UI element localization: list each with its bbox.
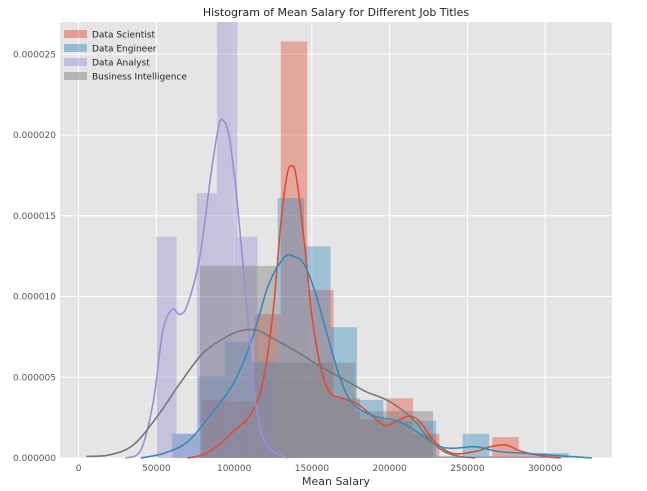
legend-swatch (64, 58, 87, 66)
legend-label: Data Engineer (92, 45, 157, 55)
histogram-bar (360, 419, 387, 458)
histogram-bars (156, 22, 569, 459)
y-tick-label: 0.000010 (13, 293, 56, 303)
histogram-bar (156, 236, 177, 458)
histogram-bar (489, 456, 516, 458)
legend-item-3: Business Intelligence (64, 72, 187, 83)
legend-item-1: Data Engineer (64, 44, 157, 55)
y-tick-label: 0.000020 (13, 131, 56, 141)
histogram-bar (316, 362, 356, 458)
histogram-bar (238, 265, 278, 458)
histogram-bar (462, 433, 490, 458)
plot-area (60, 22, 612, 458)
legend-swatch (64, 44, 87, 52)
legend-label: Business Intelligence (92, 73, 187, 83)
legend-label: Data Analyst (92, 59, 150, 69)
x-tick-label: 250000 (450, 464, 485, 474)
histogram-bar (436, 456, 463, 458)
y-tick-label: 0.000015 (13, 212, 56, 222)
histogram-bar (176, 433, 197, 458)
legend: Data Scientist Data Engineer Data Analyst B… (64, 30, 187, 83)
histogram-bar (237, 236, 258, 458)
legend-swatch (64, 72, 87, 80)
density-curve-3 (86, 328, 476, 459)
density-curve-2 (124, 118, 289, 459)
histogram-bar (515, 456, 543, 458)
histogram-bar (439, 456, 466, 458)
x-tick-label: 200000 (372, 464, 407, 474)
series-bars-1 (171, 198, 569, 458)
histogram-bar (254, 314, 281, 458)
histogram-bar (196, 193, 218, 459)
histogram-bar (492, 437, 519, 458)
histogram-bar (330, 327, 357, 458)
histogram-bar (277, 198, 305, 458)
density-curves (86, 118, 592, 459)
histogram-bar (199, 265, 239, 458)
legend-item-2: Data Analyst (64, 58, 150, 69)
histogram-bar (518, 453, 546, 458)
x-tick-label: 0 (76, 464, 82, 474)
density-curve-0 (187, 164, 561, 459)
x-tick-label: 50000 (142, 464, 171, 474)
legend-item-0: Data Scientist (64, 30, 155, 41)
histogram-bar (394, 411, 434, 458)
legend-swatch (64, 30, 87, 38)
histogram-bar (227, 401, 255, 458)
x-tick-label: 150000 (295, 464, 330, 474)
chart-title: Histogram of Mean Salary for Different J… (203, 6, 470, 19)
histogram-bar (217, 22, 238, 458)
legend-label: Data Scientist (92, 31, 155, 41)
grid-lines (60, 22, 612, 459)
y-tick-label: 0.000005 (13, 373, 56, 383)
histogram-bar (280, 41, 308, 458)
series-bars-0 (201, 41, 546, 458)
x-axis-ticks: 0 50000 100000 150000 200000 250000 300000 (76, 464, 563, 474)
histogram-bar (383, 420, 410, 458)
x-tick-label: 300000 (528, 464, 563, 474)
y-tick-label: 0.000025 (13, 50, 56, 60)
y-axis-ticks: 0.000000 0.000005 0.000010 0.000015 0.000020… (13, 50, 56, 464)
x-axis-label: Mean Salary (302, 475, 371, 488)
histogram-bar (171, 433, 199, 458)
histogram-bar (224, 341, 252, 458)
histogram-bar (465, 456, 493, 458)
y-tick-label: 0.000000 (13, 454, 56, 464)
x-tick-label: 100000 (217, 464, 252, 474)
histogram-bar (277, 362, 317, 458)
histogram-bar (333, 398, 361, 458)
